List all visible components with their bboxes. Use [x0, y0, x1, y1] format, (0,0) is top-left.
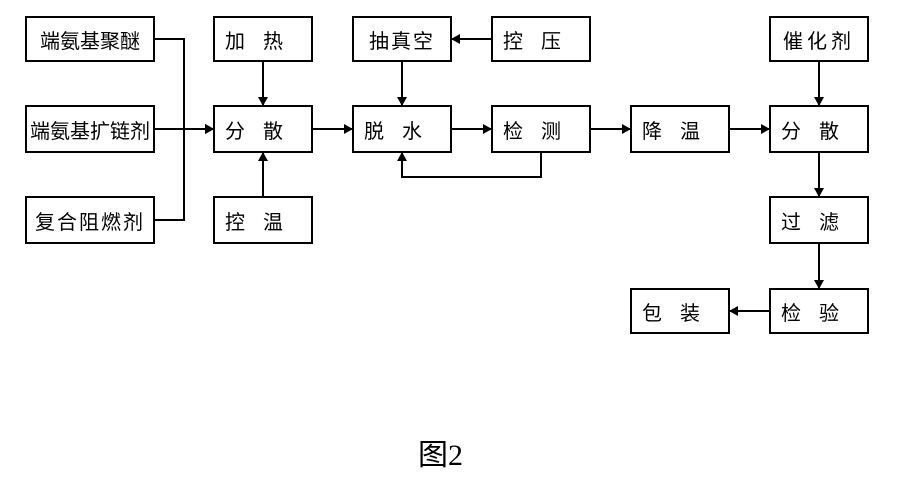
flowchart-node: 端氨基扩链剂 [25, 105, 155, 153]
flowchart-node: 加热 [213, 16, 313, 62]
flowchart-edge [155, 129, 213, 220]
flowchart-edge [155, 39, 213, 129]
flowchart-node: 端氨基聚醚 [25, 16, 155, 62]
flowchart-node: 检测 [491, 105, 591, 153]
edges-layer [0, 0, 915, 504]
flowchart-node: 脱水 [352, 105, 452, 153]
flowchart-node: 过滤 [769, 196, 869, 244]
flowchart-node: 分散 [769, 105, 869, 153]
flowchart-canvas: 端氨基聚醚端氨基扩链剂复合阻燃剂 加热分散控温 抽真空脱水控压检测降温催化剂分散过滤… [0, 0, 915, 504]
flowchart-node: 控温 [213, 196, 313, 244]
flowchart-node: 包装 [630, 288, 730, 334]
flowchart-node: 催化剂 [769, 16, 869, 62]
figure-caption: 图2 [418, 430, 463, 474]
flowchart-node: 复合阻燃剂 [25, 196, 155, 244]
flowchart-node: 分散 [213, 105, 313, 153]
flowchart-node: 抽真空 [352, 16, 452, 62]
flowchart-node: 降温 [630, 105, 730, 153]
flowchart-node: 控压 [491, 16, 591, 62]
flowchart-edge [402, 153, 541, 177]
flowchart-node: 检验 [769, 288, 869, 334]
